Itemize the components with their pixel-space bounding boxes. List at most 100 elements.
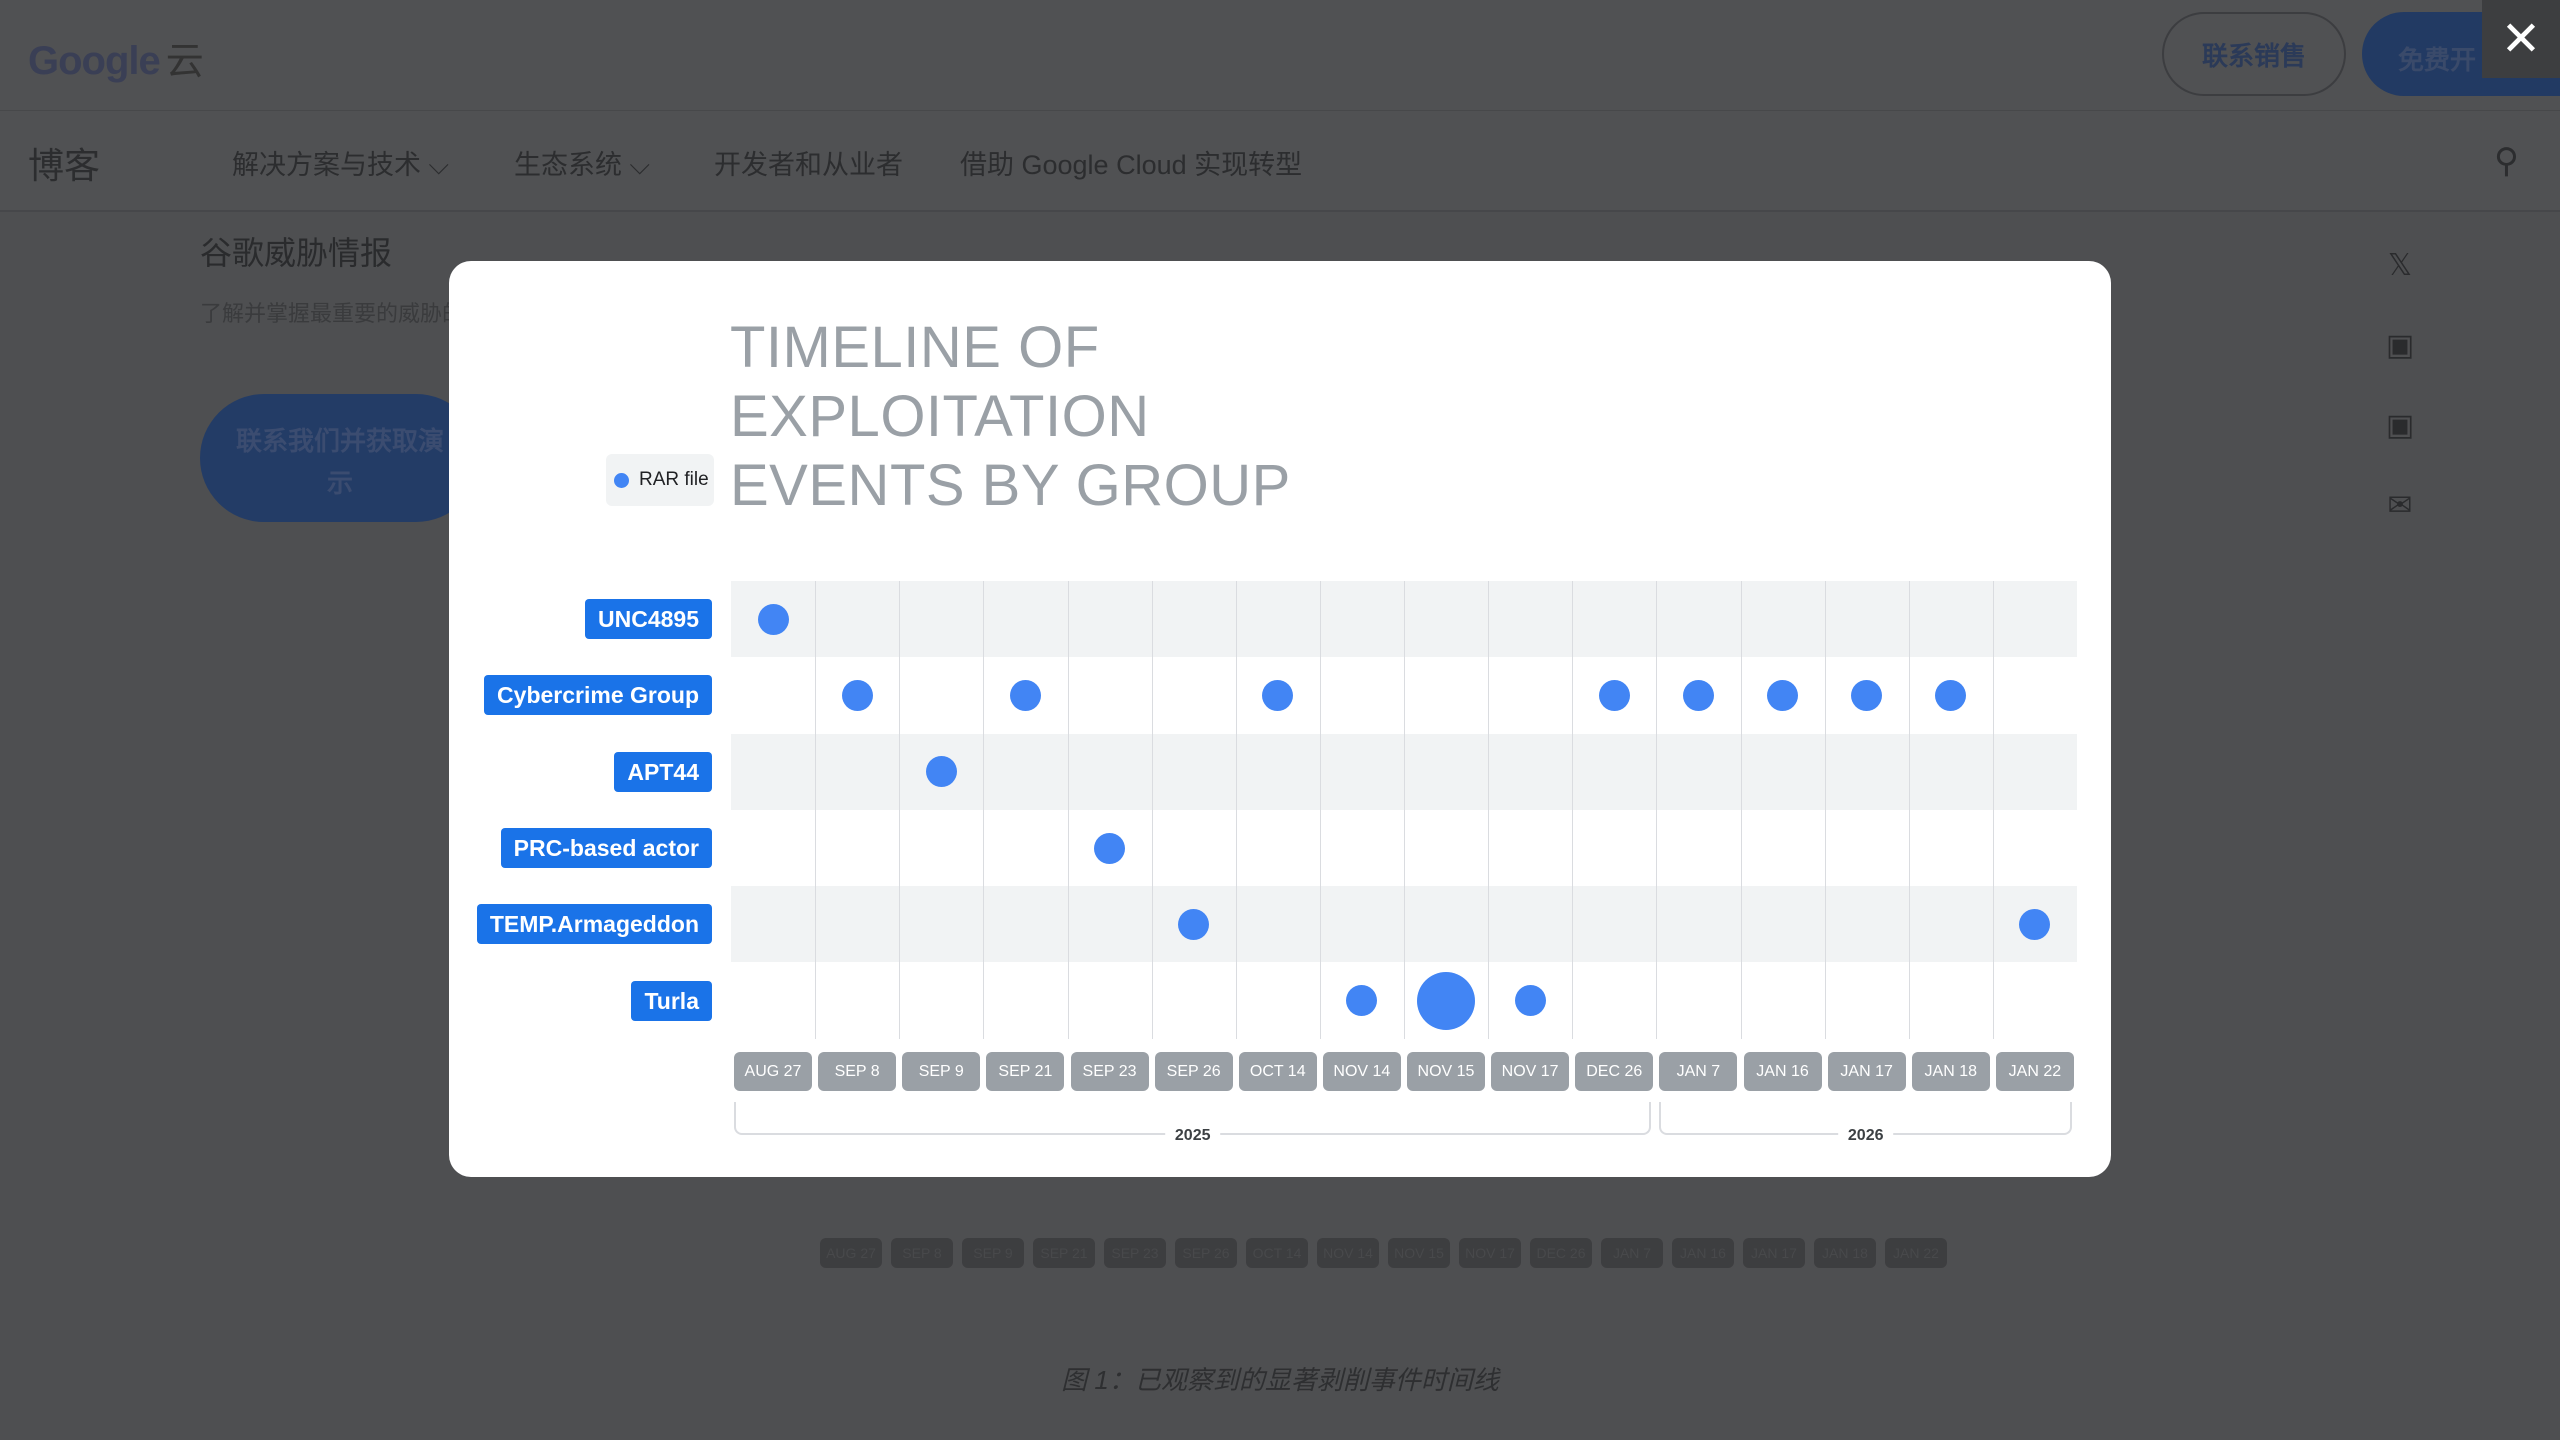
ghost-date-label: NOV 17 [1459, 1238, 1521, 1268]
event-dot[interactable] [1767, 679, 1799, 711]
title-line: TIMELINE OF [730, 315, 1100, 380]
logo-text: Google [28, 39, 161, 83]
chart-grid [731, 581, 2077, 1039]
grid-line [1235, 581, 1237, 1039]
figure-caption: 图 1：已观察到的显著剥削事件时间线 [1061, 1365, 1499, 1395]
logo-suffix: 云 [165, 41, 204, 83]
search-icon[interactable]: ⚲ [2494, 142, 2519, 180]
contact-demo-button[interactable]: 联系我们并获取演示 [200, 394, 480, 522]
top-header: Google 云 联系销售 免费开 [0, 0, 2560, 111]
legend: RAR file [606, 454, 714, 506]
nav-solutions[interactable]: 解决方案与技术 ⌵ [232, 150, 449, 180]
grid-line [1488, 581, 1490, 1039]
sidebar-desc: 了解并掌握最重要的威胁的背景信息。 [200, 301, 450, 326]
ghost-date-label: JAN 7 [1601, 1238, 1663, 1268]
grid-line [1319, 581, 1321, 1039]
event-dot[interactable] [1262, 679, 1294, 711]
date-label: SEP 26 [1154, 1052, 1233, 1091]
grid-line [899, 581, 901, 1039]
grid-line [815, 581, 817, 1039]
ghost-date-label: SEP 8 [891, 1238, 953, 1268]
grid-line [1151, 581, 1153, 1039]
group-label[interactable]: UNC4895 [585, 599, 712, 639]
ghost-date-label: AUG 27 [820, 1238, 882, 1268]
ghost-date-label: JAN 22 [1885, 1238, 1947, 1268]
date-label: JAN 7 [1659, 1052, 1738, 1091]
close-icon[interactable]: ✕ [2482, 0, 2560, 78]
ghost-date-label: NOV 15 [1388, 1238, 1450, 1268]
date-label: JAN 18 [1911, 1052, 1990, 1091]
date-label: SEP 9 [902, 1052, 981, 1091]
date-label: JAN 17 [1827, 1052, 1906, 1091]
event-dot[interactable] [2019, 908, 2051, 940]
sidebar-title: 谷歌威胁情报 [200, 235, 393, 271]
event-dot[interactable] [1935, 679, 1967, 711]
ghost-date-label: JAN 17 [1743, 1238, 1805, 1268]
email-share-icon[interactable]: ✉ [2387, 489, 2413, 522]
event-dot[interactable] [1682, 679, 1714, 711]
ghost-date-label: JAN 18 [1814, 1238, 1876, 1268]
grid-line [983, 581, 985, 1039]
event-dot[interactable] [1178, 908, 1210, 940]
event-dot[interactable] [1417, 971, 1476, 1030]
event-dot[interactable] [925, 756, 957, 788]
image-lightbox: TIMELINE OF EXPLOITATION EVENTS BY GROUP… [449, 261, 2111, 1177]
date-label: SEP 23 [1070, 1052, 1149, 1091]
linkedin-share-icon[interactable]: ▣ [2385, 329, 2415, 362]
event-dot[interactable] [1598, 679, 1630, 711]
event-dot[interactable] [1009, 679, 1041, 711]
ghost-date-label: SEP 23 [1104, 1238, 1166, 1268]
legend-dot-icon [614, 472, 629, 488]
ghost-date-label: SEP 21 [1033, 1238, 1095, 1268]
group-label[interactable]: Cybercrime Group [484, 675, 712, 716]
event-dot[interactable] [1514, 985, 1546, 1017]
grid-line [1992, 581, 1994, 1039]
event-dot[interactable] [757, 603, 789, 635]
ghost-date-label: DEC 26 [1530, 1238, 1592, 1268]
nav-ecosystem[interactable]: 生态系统 ⌵ [514, 150, 650, 180]
grid-line [1572, 581, 1574, 1039]
event-dot[interactable] [841, 679, 873, 711]
nav-transform[interactable]: 借助 Google Cloud 实现转型 [960, 150, 1303, 180]
ghost-date-label: SEP 26 [1175, 1238, 1237, 1268]
date-label: AUG 27 [734, 1052, 812, 1091]
group-label[interactable]: Turla [631, 980, 712, 1021]
x-share-icon[interactable]: 𝕏 [2387, 249, 2413, 282]
ghost-date-label: OCT 14 [1246, 1238, 1308, 1268]
date-label: SEP 21 [986, 1052, 1065, 1091]
grid-line [1404, 581, 1405, 1039]
year-label: 2025 [1164, 1127, 1221, 1145]
facebook-share-icon[interactable]: ▣ [2385, 409, 2415, 442]
event-dot[interactable] [1851, 679, 1883, 711]
chart-title: TIMELINE OF EXPLOITATION EVENTS BY GROUP [730, 313, 1291, 520]
blog-title[interactable]: 博客 [28, 145, 101, 186]
nav-developers[interactable]: 开发者和从业者 [714, 150, 903, 180]
date-label: JAN 22 [1995, 1052, 2074, 1091]
google-cloud-logo[interactable]: Google 云 [28, 30, 204, 85]
grid-line [1740, 581, 1742, 1039]
year-label: 2026 [1837, 1127, 1894, 1145]
contact-sales-button[interactable]: 联系销售 [2162, 12, 2346, 96]
title-line: EXPLOITATION [730, 384, 1150, 449]
title-line: EVENTS BY GROUP [730, 453, 1291, 518]
group-label[interactable]: TEMP.Armageddon [476, 904, 712, 945]
date-label: DEC 26 [1575, 1052, 1654, 1091]
year-bracket: 2025 [734, 1102, 1652, 1145]
event-dot[interactable] [1346, 985, 1378, 1017]
date-label: NOV 17 [1491, 1052, 1570, 1091]
grid-line [1067, 581, 1069, 1039]
year-bracket: 2026 [1659, 1102, 2072, 1145]
event-dot[interactable] [1094, 832, 1126, 864]
date-label: JAN 16 [1743, 1052, 1822, 1091]
legend-label: RAR file [639, 469, 709, 490]
grid-line [1656, 581, 1658, 1039]
date-label: NOV 15 [1407, 1052, 1485, 1091]
group-label[interactable]: APT44 [614, 751, 712, 792]
group-label[interactable]: PRC-based actor [500, 827, 712, 868]
ghost-date-label: JAN 16 [1672, 1238, 1734, 1268]
grid-line [1908, 581, 1910, 1039]
ghost-date-label: NOV 14 [1317, 1238, 1379, 1268]
date-label: OCT 14 [1238, 1052, 1317, 1091]
date-label: NOV 14 [1322, 1052, 1401, 1091]
grid-line [1824, 581, 1826, 1039]
